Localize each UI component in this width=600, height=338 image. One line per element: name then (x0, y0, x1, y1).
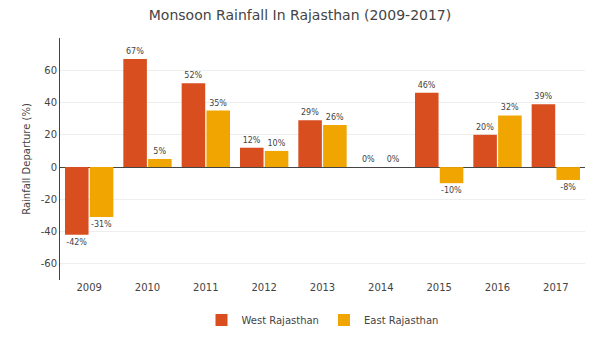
svg-text:32%: 32% (501, 103, 519, 112)
svg-text:2016: 2016 (485, 282, 510, 293)
svg-text:2012: 2012 (251, 282, 276, 293)
svg-text:-8%: -8% (560, 183, 576, 192)
svg-text:-60: -60 (41, 258, 57, 269)
svg-text:20%: 20% (476, 123, 494, 132)
svg-text:39%: 39% (534, 92, 552, 101)
svg-text:-10%: -10% (441, 186, 462, 195)
svg-text:2013: 2013 (310, 282, 335, 293)
svg-text:40: 40 (44, 97, 57, 108)
svg-text:35%: 35% (209, 99, 227, 108)
svg-text:-31%: -31% (91, 220, 112, 229)
svg-text:West Rajasthan: West Rajasthan (242, 315, 319, 326)
svg-text:Monsoon Rainfall In Rajasthan: Monsoon Rainfall In Rajasthan (2009-2017… (149, 7, 451, 23)
svg-text:2010: 2010 (135, 282, 160, 293)
svg-text:52%: 52% (184, 71, 202, 80)
svg-text:67%: 67% (126, 47, 144, 56)
svg-text:0: 0 (51, 162, 57, 173)
svg-text:12%: 12% (243, 136, 261, 145)
svg-text:Rainfall Departure (%): Rainfall Departure (%) (21, 103, 32, 215)
svg-text:26%: 26% (326, 113, 344, 122)
svg-text:2011: 2011 (193, 282, 218, 293)
svg-text:2014: 2014 (368, 282, 393, 293)
svg-text:29%: 29% (301, 108, 319, 117)
svg-text:0%: 0% (387, 155, 400, 164)
svg-text:-40: -40 (41, 226, 57, 237)
svg-text:2009: 2009 (76, 282, 101, 293)
svg-text:5%: 5% (153, 147, 166, 156)
svg-text:-42%: -42% (66, 238, 87, 247)
svg-text:2017: 2017 (543, 282, 568, 293)
svg-text:2015: 2015 (426, 282, 451, 293)
svg-text:60: 60 (44, 65, 57, 76)
svg-text:-20: -20 (41, 194, 57, 205)
svg-text:10%: 10% (267, 139, 285, 148)
svg-text:46%: 46% (418, 81, 436, 90)
svg-text:0%: 0% (362, 155, 375, 164)
svg-text:East Rajasthan: East Rajasthan (364, 315, 438, 326)
svg-text:20: 20 (44, 129, 57, 140)
